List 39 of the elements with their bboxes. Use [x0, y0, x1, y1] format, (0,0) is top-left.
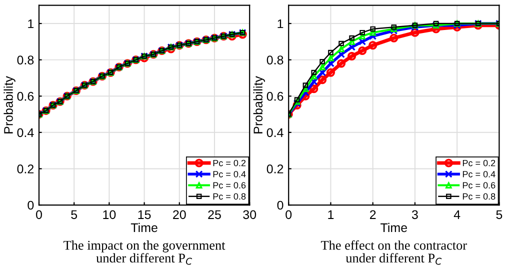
x-axis-title: Time: [380, 222, 407, 232]
y-axis-title: Probability: [4, 76, 16, 134]
legend-label: Pc = 0.8: [213, 193, 246, 200]
y-tick-label: 0.2: [17, 164, 34, 174]
x-tick-label: 0: [286, 210, 292, 220]
x-tick-label: 0: [36, 210, 42, 220]
x-tick-label: 1: [328, 210, 334, 219]
x-tick-label: 5: [71, 210, 78, 220]
y-tick-label: 0.4: [266, 128, 284, 138]
x-tick-label: 5: [496, 210, 502, 220]
y-tick-label: 0.6: [266, 92, 284, 101]
y-tick-label: 0.8: [17, 56, 34, 64]
y-tick-label: 0.8: [266, 56, 284, 64]
legend-label: Pc = 0.4: [213, 170, 246, 178]
text: The impact on the government under different P$_{C}$: [64, 240, 226, 265]
legend-label: Pc = 0.8: [462, 193, 496, 200]
x-tick-label: 2: [370, 210, 376, 219]
y-tick-label: 0.2: [266, 164, 284, 174]
y-tick-label: 0.6: [17, 92, 34, 101]
y-tick-label: 1: [278, 19, 284, 28]
legend-label: Pc = 0.6: [462, 182, 496, 188]
y-tick-label: 1: [28, 19, 34, 28]
x-tick-label: 15: [138, 210, 151, 220]
legend-label: Pc = 0.4: [462, 170, 496, 178]
text: The effect on the contractor under different P$_{C}$: [320, 240, 467, 265]
x-tick-label: 4: [454, 210, 460, 219]
y-tick-label: 0.4: [17, 128, 34, 138]
legend-label: Pc = 0.6: [213, 182, 246, 188]
x-tick-label: 25: [208, 210, 221, 220]
x-tick-label: 10: [103, 210, 116, 220]
y-tick-label: 0: [277, 200, 284, 210]
x-tick-label: 30: [243, 210, 256, 220]
legend-label: Pc = 0.2: [213, 160, 246, 166]
x-tick-label: 3: [412, 210, 418, 220]
y-axis-title: Probability: [253, 76, 265, 134]
x-axis-title: Time: [130, 222, 158, 232]
legend-label: Pc = 0.2: [462, 160, 496, 166]
y-tick-label: 0: [28, 200, 34, 210]
x-tick-label: 20: [173, 210, 186, 220]
